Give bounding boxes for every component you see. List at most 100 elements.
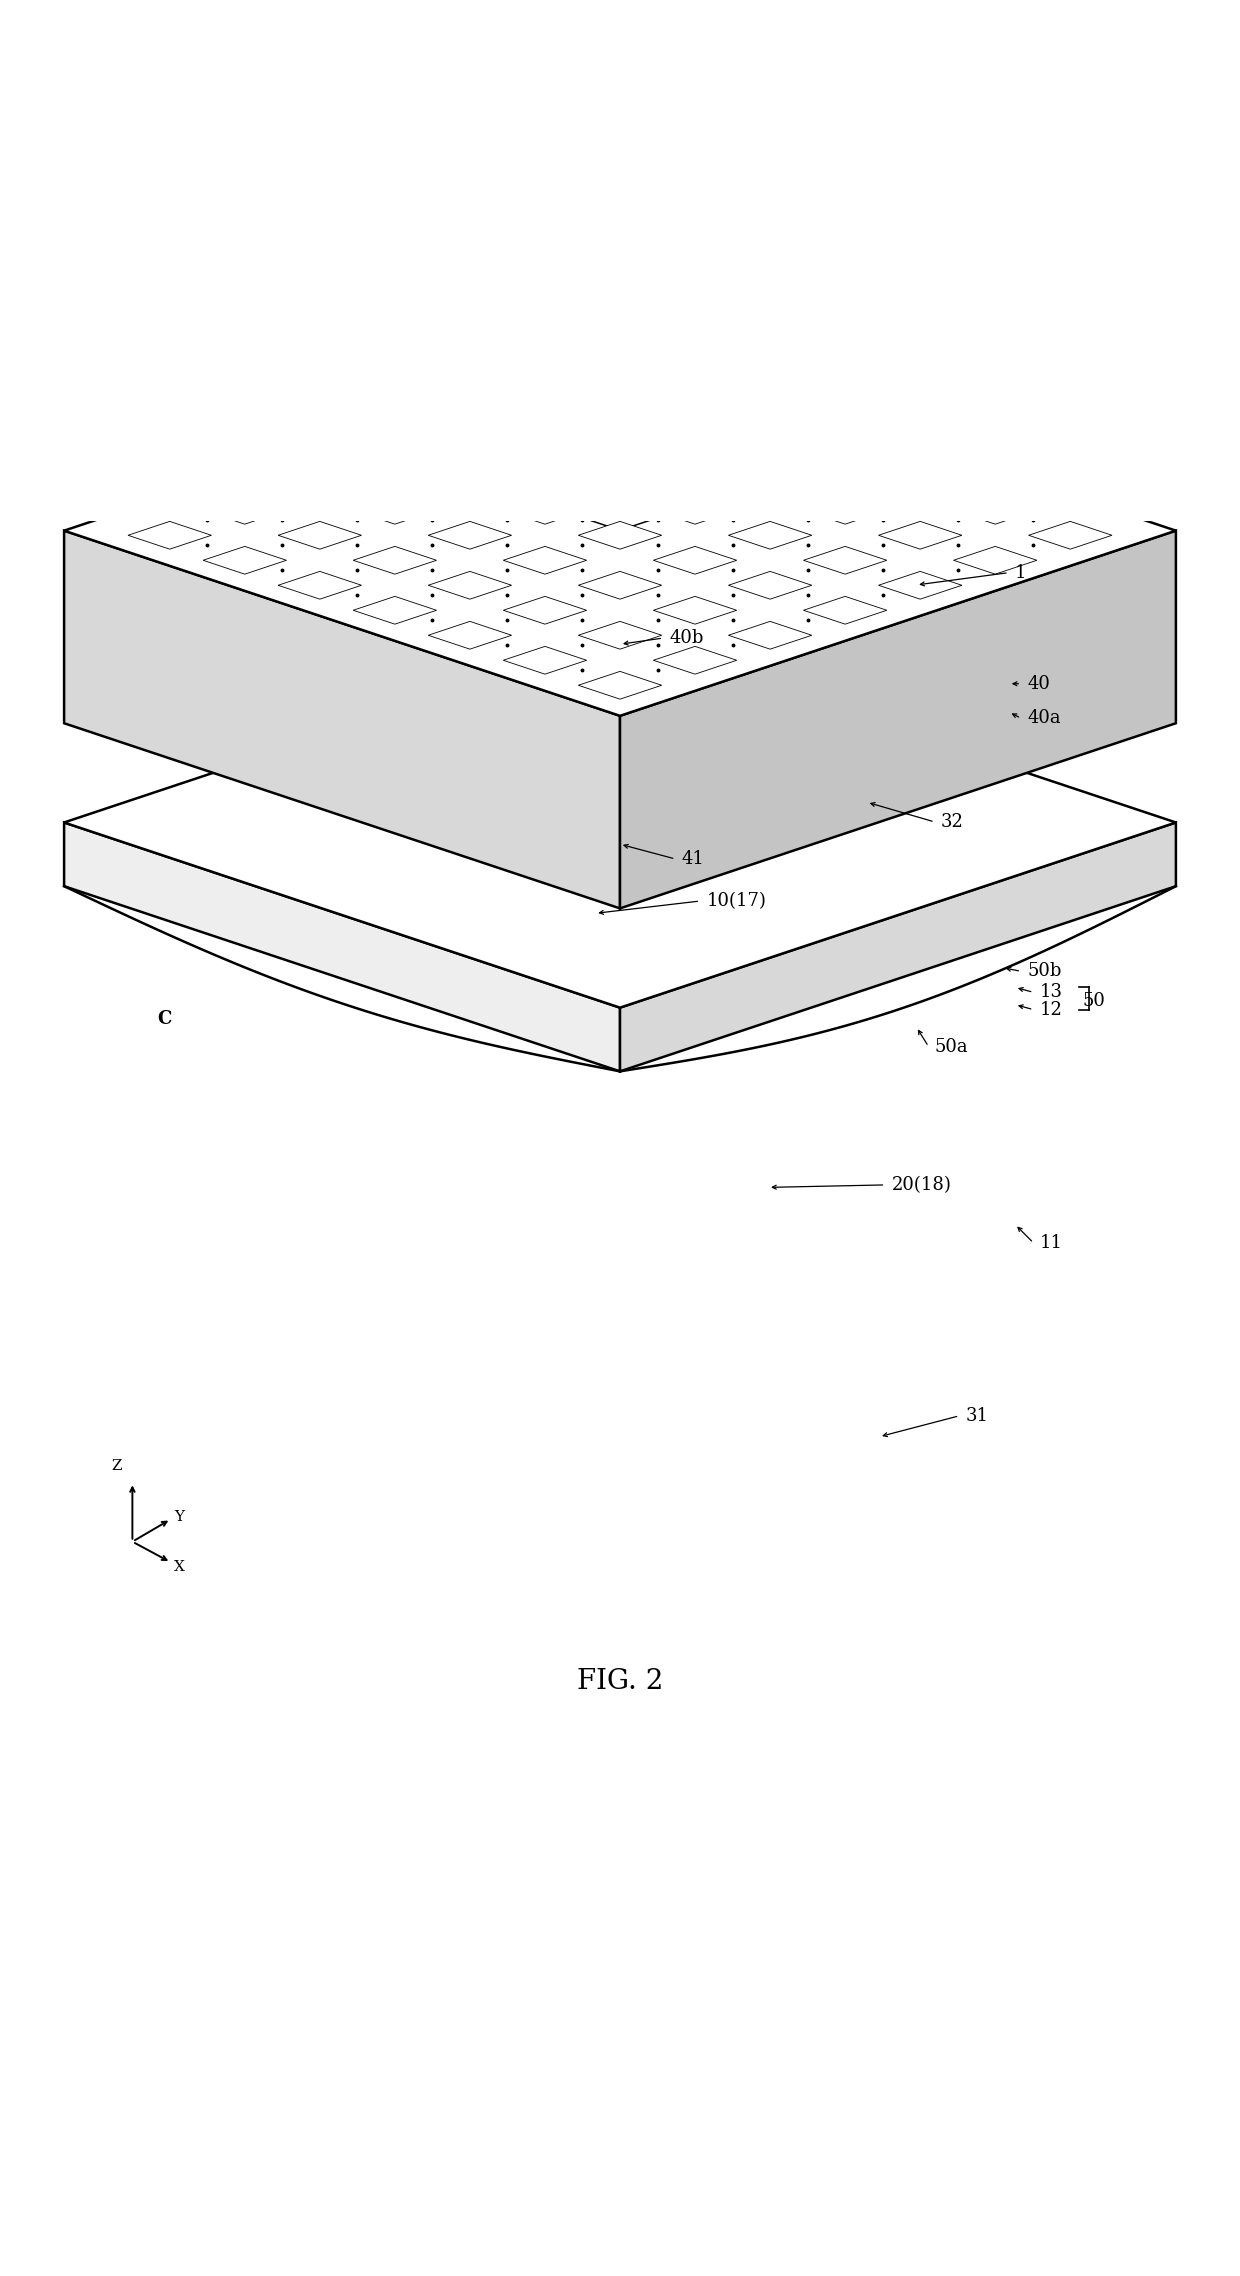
Polygon shape bbox=[981, 250, 1021, 298]
Polygon shape bbox=[653, 287, 732, 312]
Polygon shape bbox=[653, 596, 737, 624]
Polygon shape bbox=[909, 310, 949, 357]
Polygon shape bbox=[692, 155, 732, 200]
Polygon shape bbox=[64, 530, 620, 908]
Polygon shape bbox=[508, 141, 587, 168]
Polygon shape bbox=[765, 228, 804, 273]
Text: 10(17): 10(17) bbox=[707, 892, 766, 910]
Polygon shape bbox=[728, 621, 812, 649]
Polygon shape bbox=[620, 180, 658, 225]
Polygon shape bbox=[1054, 275, 1092, 321]
Text: 32: 32 bbox=[941, 813, 963, 831]
Polygon shape bbox=[692, 396, 732, 442]
Polygon shape bbox=[331, 214, 370, 259]
Polygon shape bbox=[653, 382, 732, 410]
Polygon shape bbox=[454, 148, 759, 248]
Polygon shape bbox=[436, 166, 515, 191]
Polygon shape bbox=[353, 546, 436, 574]
Polygon shape bbox=[653, 546, 737, 574]
Polygon shape bbox=[728, 471, 812, 498]
Polygon shape bbox=[804, 496, 887, 523]
Polygon shape bbox=[578, 521, 662, 549]
Polygon shape bbox=[582, 166, 658, 191]
Polygon shape bbox=[475, 214, 515, 259]
Polygon shape bbox=[428, 421, 512, 448]
Text: FIG. 2: FIG. 2 bbox=[577, 1668, 663, 1696]
Polygon shape bbox=[804, 596, 887, 624]
Polygon shape bbox=[620, 275, 658, 321]
Polygon shape bbox=[942, 239, 1021, 264]
Text: 50: 50 bbox=[1083, 992, 1106, 1011]
Polygon shape bbox=[64, 822, 620, 1072]
Polygon shape bbox=[620, 310, 658, 357]
Text: Z: Z bbox=[112, 1459, 122, 1473]
Polygon shape bbox=[503, 396, 587, 423]
Polygon shape bbox=[582, 407, 658, 432]
Polygon shape bbox=[353, 596, 436, 624]
Polygon shape bbox=[797, 335, 875, 360]
Polygon shape bbox=[759, 96, 815, 189]
Polygon shape bbox=[259, 250, 298, 298]
Polygon shape bbox=[909, 262, 949, 310]
Polygon shape bbox=[403, 335, 443, 380]
Polygon shape bbox=[620, 360, 658, 405]
Polygon shape bbox=[620, 228, 658, 273]
Polygon shape bbox=[436, 262, 515, 289]
Polygon shape bbox=[278, 571, 362, 599]
Polygon shape bbox=[428, 471, 512, 498]
Polygon shape bbox=[870, 310, 949, 337]
Polygon shape bbox=[548, 335, 587, 380]
Text: 40b: 40b bbox=[670, 628, 704, 646]
Polygon shape bbox=[620, 822, 1176, 1072]
Polygon shape bbox=[653, 141, 732, 168]
Polygon shape bbox=[64, 637, 1176, 1008]
Polygon shape bbox=[797, 191, 875, 216]
Text: 41: 41 bbox=[682, 849, 704, 867]
Polygon shape bbox=[503, 496, 587, 523]
Polygon shape bbox=[428, 521, 512, 549]
Polygon shape bbox=[765, 371, 804, 419]
Polygon shape bbox=[981, 287, 1021, 332]
Polygon shape bbox=[503, 596, 587, 624]
Text: C: C bbox=[157, 1011, 171, 1029]
Polygon shape bbox=[454, 148, 703, 253]
Polygon shape bbox=[578, 471, 662, 498]
Polygon shape bbox=[878, 471, 962, 498]
Polygon shape bbox=[259, 300, 298, 346]
Polygon shape bbox=[403, 300, 443, 346]
Polygon shape bbox=[508, 166, 759, 271]
Polygon shape bbox=[728, 421, 812, 448]
Polygon shape bbox=[331, 275, 370, 321]
Polygon shape bbox=[1029, 521, 1112, 549]
Text: 1: 1 bbox=[1016, 564, 1027, 583]
Polygon shape bbox=[582, 262, 658, 289]
Text: 40: 40 bbox=[1028, 674, 1050, 692]
Polygon shape bbox=[291, 262, 370, 289]
Polygon shape bbox=[765, 166, 804, 212]
Polygon shape bbox=[692, 239, 732, 284]
Polygon shape bbox=[582, 118, 658, 143]
Polygon shape bbox=[64, 0, 620, 218]
Polygon shape bbox=[508, 239, 587, 264]
Polygon shape bbox=[692, 335, 732, 380]
Polygon shape bbox=[508, 287, 587, 312]
Polygon shape bbox=[837, 239, 875, 284]
Polygon shape bbox=[728, 571, 812, 599]
Polygon shape bbox=[692, 203, 732, 248]
Polygon shape bbox=[692, 348, 732, 394]
Polygon shape bbox=[765, 310, 804, 357]
Polygon shape bbox=[870, 214, 949, 239]
Polygon shape bbox=[64, 123, 1176, 494]
Polygon shape bbox=[725, 166, 804, 191]
Polygon shape bbox=[259, 239, 298, 284]
Polygon shape bbox=[765, 360, 804, 405]
Polygon shape bbox=[475, 228, 515, 273]
Polygon shape bbox=[428, 571, 512, 599]
Polygon shape bbox=[278, 471, 362, 498]
Polygon shape bbox=[725, 310, 804, 337]
Polygon shape bbox=[653, 396, 737, 423]
Polygon shape bbox=[365, 287, 443, 312]
Polygon shape bbox=[909, 275, 949, 321]
Polygon shape bbox=[503, 646, 587, 674]
Polygon shape bbox=[765, 214, 804, 259]
